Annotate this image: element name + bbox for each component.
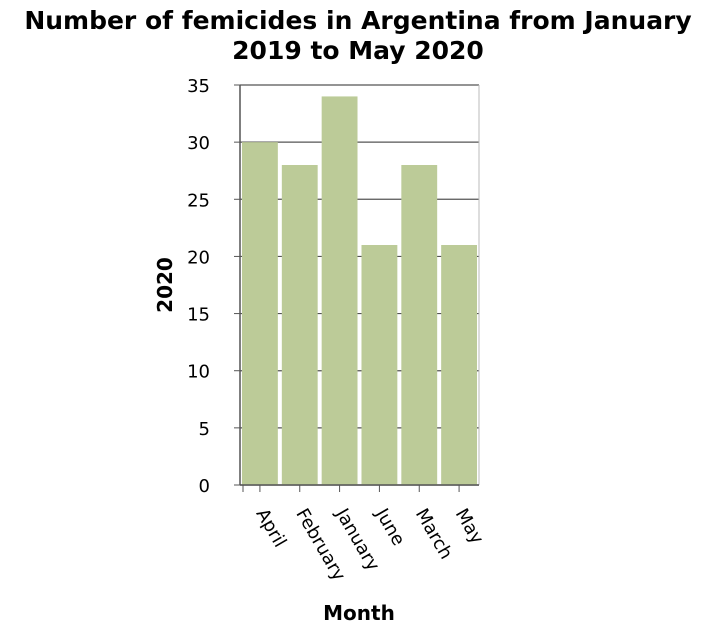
bar-march [401, 165, 438, 485]
x-axis-label: Month [323, 601, 395, 625]
bar-january [321, 96, 358, 485]
bar-june [361, 245, 398, 485]
y-tick-label: 30 [187, 133, 210, 154]
x-tick-label-april: April [252, 505, 291, 551]
y-axis-label: 2020 [153, 257, 177, 313]
y-tick-label: 5 [199, 419, 210, 440]
y-tick-label: 15 [187, 305, 210, 326]
chart-title: Number of femicides in Argentina from Ja… [0, 6, 716, 66]
x-tick-label-june: June [371, 504, 409, 549]
axes [234, 84, 480, 492]
y-tick-label: 10 [187, 362, 210, 383]
y-tick-label: 35 [187, 76, 210, 97]
chart-title-line-1: Number of femicides in Argentina from Ja… [24, 6, 692, 35]
x-tick-label-may: May [451, 505, 488, 548]
y-tick-label: 20 [187, 247, 210, 268]
x-tick-label-march: March [411, 505, 457, 563]
bars [241, 96, 478, 485]
y-tick-labels: 0 5 10 15 20 25 30 35 [187, 76, 210, 497]
chart-title-line-2: 2019 to May 2020 [232, 36, 484, 65]
y-tick-label: 0 [199, 476, 210, 497]
bar-may [441, 245, 478, 485]
y-tick-label: 25 [187, 190, 210, 211]
bar-february [281, 165, 318, 485]
grid-lines [240, 84, 479, 486]
bar-april [241, 142, 278, 485]
